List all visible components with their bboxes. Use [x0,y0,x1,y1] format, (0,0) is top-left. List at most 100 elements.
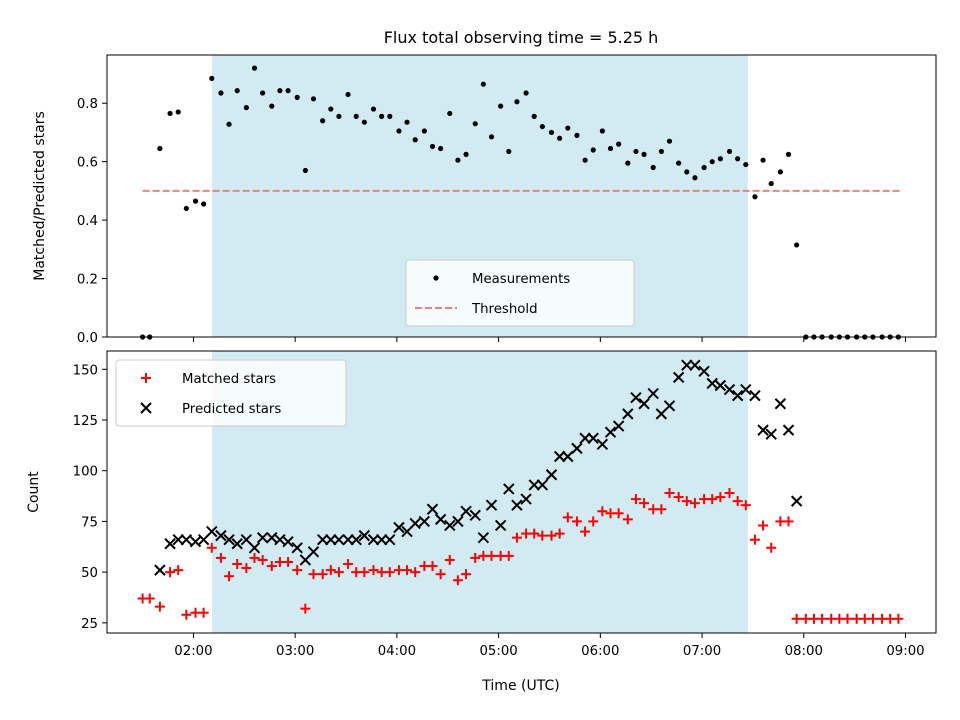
measurement-point [743,161,749,168]
matched-stars-point [580,526,591,537]
predicted-stars-point [367,533,380,546]
matched-stars-point [529,528,540,539]
measurement-point [692,175,698,181]
measurement-point [447,110,453,117]
bottom-panel: 25 50 75 100 125 150 02:00 03:00 04:00 05:00 06:00… [26,350,937,659]
predicted-stars-point [596,438,609,451]
predicted-stars-point [630,391,642,404]
predicted-stars-point [790,495,803,507]
predicted-stars-point [164,538,176,550]
measurement-point [438,145,444,152]
y-tick-label: 75 [81,515,98,530]
legend-matched-marker [141,373,151,383]
measurement-point [396,128,402,134]
measurement-point [429,143,436,150]
matched-stars-point [181,609,192,620]
predicted-stars-point [231,538,243,550]
predicted-stars-point [689,359,701,371]
predicted-stars-point [545,469,558,481]
matched-stars-point [283,556,294,567]
measurement-point [361,119,367,125]
matched-stars-point [681,496,692,507]
measurement-point [463,151,469,157]
predicted-stars-point [612,420,625,432]
matched-stars-point [435,569,446,580]
measurement-point [209,75,215,81]
measurement-point [794,242,800,248]
measurement-point [260,90,266,96]
predicted-stars-point [460,505,472,517]
measurement-point [633,148,639,155]
measurement-point [717,156,723,162]
measurement-point [201,201,207,207]
matched-stars-point [817,613,828,624]
matched-stars-point [452,575,463,586]
measurement-point [752,194,758,200]
measurement-point [277,88,283,94]
measurement-point [650,164,656,171]
predicted-stars-point [206,525,218,538]
matched-stars-point [224,571,235,582]
measurement-point [574,132,580,138]
matched-stars-point [537,530,548,541]
matched-stars-point [546,530,557,541]
matched-stars-point [317,569,328,580]
x-tick-label: 04:00 [378,644,416,659]
predicted-stars-point [333,533,345,546]
top-panel: 0.0 0.2 0.4 0.6 0.8 Matched/Predicted stars Me… [32,54,937,346]
measurement-point [565,125,571,131]
matched-stars-point [707,494,718,505]
predicted-stars-point [723,383,736,396]
predicted-stars-point [477,531,490,544]
predicted-stars-point [316,533,329,546]
measurement-point [387,113,393,119]
predicted-stars-point [189,535,202,548]
measurement-point [701,164,707,171]
legend: Measurements Threshold [405,259,635,327]
predicted-stars-point [587,432,599,444]
legend-box [115,359,347,427]
predicted-stars-point [180,533,193,546]
measurement-point [616,141,622,147]
predicted-stars-point [672,371,685,384]
predicted-stars-point [274,533,286,546]
matched-stars-point [154,601,165,612]
y-tick-label: 0.4 [77,214,98,229]
measurement-point [726,148,733,155]
matched-stars-point [893,613,904,624]
measurement-point [488,134,495,140]
measurement-point [294,94,300,100]
predicted-stars-point [409,517,421,530]
predicted-stars-point [418,515,431,528]
series-x-1 [154,359,803,576]
legend-entry-label: Threshold [471,302,538,317]
matched-stars-point [198,607,209,618]
matched-stars-point [470,552,481,563]
measurement-point [345,91,351,98]
matched-stars-point [173,565,184,576]
measurement-point [539,123,545,130]
predicted-stars-point [528,479,540,491]
matched-stars-point [783,516,794,527]
y-tick-label: 50 [81,566,98,581]
measurement-point [676,160,682,166]
matched-stars-point [257,554,268,565]
predicted-stars-point [358,529,371,542]
matched-stars-point [249,552,260,563]
matched-stars-point [588,516,599,527]
measurement-point [582,157,588,163]
y-tick-label: 125 [73,414,98,429]
matched-stars-point [165,567,176,578]
measurement-point [548,129,555,136]
matched-stars-point [664,488,675,499]
legend-entry-label: Matched stars [182,372,276,387]
measurement-point [658,148,664,155]
predicted-stars-point [782,424,795,436]
measurement-point [777,169,783,175]
y-tick-label: 0.0 [77,331,98,346]
measurement-point [785,151,792,157]
predicted-stars-point [223,533,235,546]
predicted-stars-point [774,398,787,410]
measurement-point [480,81,486,87]
